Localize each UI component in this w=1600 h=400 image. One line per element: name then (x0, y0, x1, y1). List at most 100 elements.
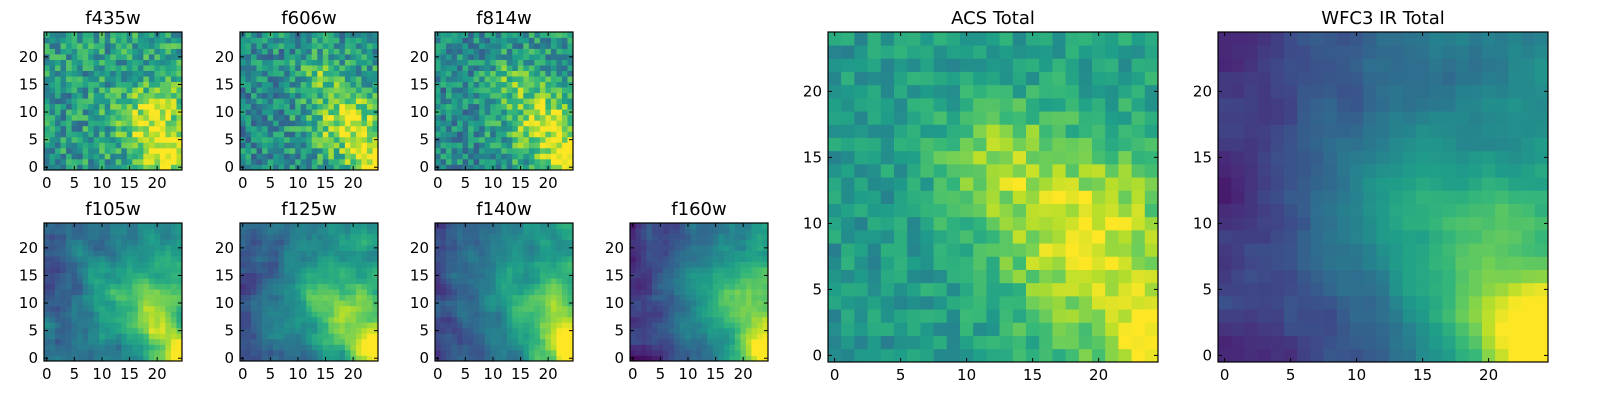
heatmap-cell (635, 239, 642, 246)
heatmap-cell (82, 32, 89, 38)
heatmap-cell (245, 125, 252, 132)
heatmap-cell (245, 147, 252, 154)
heatmap-cell (567, 278, 574, 285)
heatmap-cell (355, 32, 362, 38)
heatmap-cell (490, 81, 497, 88)
heatmap-cell (93, 147, 100, 154)
heatmap-cell (115, 136, 122, 143)
heatmap-cell (267, 267, 274, 274)
heatmap-cell (920, 296, 934, 310)
heatmap-cell (484, 48, 491, 55)
heatmap-cell (295, 305, 302, 312)
heatmap-cell (289, 164, 296, 171)
heatmap-cell (110, 142, 117, 149)
heatmap-cell (262, 349, 268, 356)
heatmap-cell (355, 289, 362, 296)
heatmap-cell (71, 272, 78, 279)
heatmap-cell (707, 261, 714, 268)
heatmap-cell (473, 250, 480, 257)
heatmap-cell (539, 239, 546, 246)
heatmap-cell (66, 300, 72, 307)
heatmap-cell (71, 289, 78, 296)
heatmap-cell (159, 289, 166, 296)
heatmap-cell (986, 190, 1000, 204)
heatmap-cell (44, 114, 50, 121)
heatmap-cell (115, 333, 122, 340)
heatmap-cell (707, 338, 714, 345)
heatmap-cell (946, 256, 961, 270)
heatmap-cell (143, 349, 150, 356)
heatmap-cell (66, 136, 72, 143)
heatmap-cell (121, 114, 128, 121)
heatmap-cell (121, 147, 128, 154)
heatmap-cell (545, 234, 552, 240)
heatmap-cell (93, 164, 100, 171)
heatmap-cell (561, 136, 568, 143)
heatmap-cell (49, 349, 56, 356)
heatmap-cell (284, 164, 291, 171)
heatmap-cell (986, 269, 1000, 284)
heatmap-cell (77, 305, 83, 312)
heatmap-cell (495, 344, 502, 351)
heatmap-cell (372, 239, 379, 246)
heatmap-cell (148, 98, 155, 105)
heatmap-cell (451, 114, 458, 121)
heatmap-cell (77, 245, 83, 251)
heatmap-cell (355, 142, 362, 149)
heatmap-cell (350, 300, 357, 307)
heatmap-cell (44, 76, 50, 83)
heatmap-cell (245, 344, 252, 351)
heatmap-cell (567, 147, 574, 154)
heatmap-cell (561, 311, 568, 318)
heatmap-cell (517, 43, 524, 49)
heatmap-cell (657, 261, 664, 268)
heatmap-cell (49, 294, 56, 301)
heatmap-cell (317, 98, 324, 105)
heatmap-cell (366, 142, 373, 149)
heatmap-cell (495, 322, 502, 329)
heatmap-cell (159, 142, 166, 149)
heatmap-cell (534, 267, 541, 274)
heatmap-cell (495, 261, 502, 268)
heatmap-cell (690, 283, 697, 290)
heatmap-cell (462, 114, 469, 121)
heatmap-cell (240, 37, 246, 44)
heatmap-cell (723, 278, 730, 285)
heatmap-cell (104, 338, 111, 345)
heatmap-cell (501, 54, 508, 60)
heatmap-cell (366, 344, 373, 351)
heatmap-cell (372, 278, 379, 285)
heatmap-cell (104, 239, 111, 246)
heatmap-cell (479, 322, 486, 329)
heatmap-cell (121, 322, 128, 329)
heatmap-cell (328, 92, 335, 99)
heatmap-cell (333, 327, 340, 334)
heatmap-cell (685, 322, 692, 329)
heatmap-cell (545, 125, 552, 132)
heatmap-cell (734, 234, 741, 240)
heatmap-cell (55, 256, 61, 262)
heatmap-cell (674, 245, 681, 251)
heatmap-cell (284, 338, 291, 345)
heatmap-cell (973, 296, 987, 310)
heatmap-cell (495, 70, 502, 77)
heatmap-cell (674, 250, 681, 257)
heatmap-cell (143, 355, 150, 362)
heatmap-cell (317, 153, 324, 160)
heatmap-cell (88, 114, 95, 121)
heatmap-cell (300, 136, 307, 143)
heatmap-cell (300, 153, 307, 160)
heatmap-cell (479, 87, 486, 94)
heatmap-cell (333, 261, 340, 268)
heatmap-cell (960, 177, 974, 191)
heatmap-cell (696, 338, 703, 345)
heatmap-cell (440, 245, 447, 251)
heatmap-cell (273, 349, 279, 356)
heatmap-cell (495, 283, 502, 290)
heatmap-cell (344, 92, 351, 99)
heatmap-cell (567, 125, 574, 132)
heatmap-cell (251, 239, 257, 246)
heatmap-cell (495, 272, 502, 279)
heatmap-cell (1131, 203, 1146, 218)
heatmap-cell (1026, 296, 1040, 310)
